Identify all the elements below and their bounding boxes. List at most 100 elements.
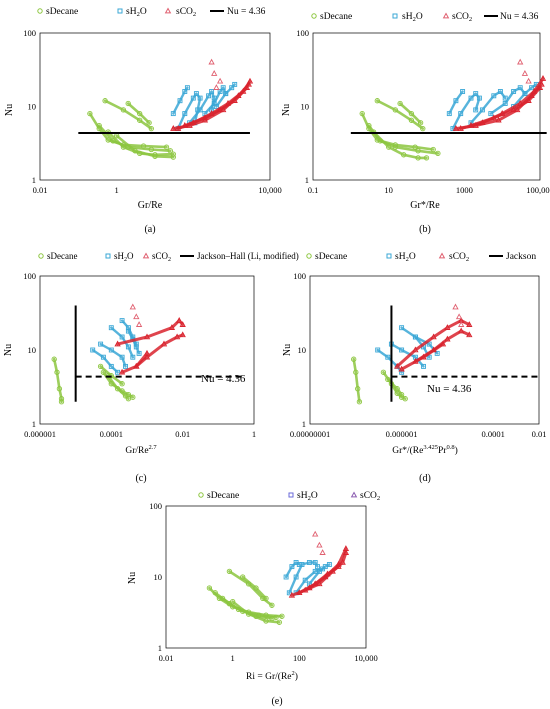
y-axis-label-c: Nu: [3, 344, 14, 356]
series-line-sh2o: [91, 348, 119, 374]
y-tick-label: 100: [296, 28, 309, 38]
series-line-sdecane: [241, 575, 268, 600]
series-line-sdecane: [103, 99, 153, 130]
tick-labels-b: 0.1 10 1000 100,000 1 10 100: [296, 28, 550, 195]
data-point-sco2-outlier: [522, 70, 528, 76]
y-tick-label: 1: [32, 419, 36, 429]
panel-label-d: (d): [419, 473, 431, 484]
x-axis-label-c: Gr/Re2.7: [125, 444, 157, 456]
data-layer-a: [78, 59, 253, 160]
series-line-sh2o: [172, 86, 189, 115]
panel-label-b: (b): [419, 224, 431, 235]
panel-label-c: (c): [135, 473, 146, 484]
legend-c: sDecane sH2O sCO2 Jackson–Hall (Li, modi…: [38, 251, 299, 263]
series-line-sh2o: [127, 329, 141, 355]
data-point-sco2-outlier: [217, 78, 223, 84]
legend-marker-h2o: [105, 253, 111, 259]
data-layer-c: [51, 304, 244, 405]
annotation-nu-c: Nu = 4.36: [201, 373, 246, 385]
legend-label-decane: sDecane: [207, 491, 239, 501]
legend-label-decane: sDecane: [320, 12, 352, 22]
data-layer-d: [351, 304, 539, 405]
y-tick-label: 100: [149, 501, 162, 511]
x-tick-label: 0.000001: [24, 429, 56, 439]
x-tick-label: 10: [384, 185, 393, 195]
series-line-sdecane: [97, 124, 172, 153]
legend-marker-co2: [350, 491, 358, 498]
series-line-sco2: [454, 82, 544, 131]
legend-label-co2: sCO2: [152, 251, 171, 263]
series-line-sdecane: [352, 357, 361, 403]
data-point-sco2-outlier: [316, 542, 323, 548]
x-tick-label: 0.01: [33, 185, 48, 195]
legend-marker-decane: [306, 253, 312, 259]
panel-label-e: (e): [271, 696, 282, 707]
legend-label-decane: sDecane: [315, 252, 347, 262]
legend-label-decane: sDecane: [46, 7, 78, 17]
y-tick-label: 10: [298, 345, 307, 355]
series-line-sh2o: [99, 342, 127, 368]
tick-labels-d: 0.00000001 0.000001 0.0001 0.01 1 10 100: [290, 271, 547, 439]
legend-e: sDecane sH2O sCO2: [198, 491, 380, 502]
series-line-sdecane: [231, 600, 281, 624]
legend-marker-co2: [442, 12, 450, 19]
data-point-sco2-outlier: [456, 313, 462, 320]
x-axis-label-b: Gr*/Re: [410, 200, 440, 211]
y-tick-label: 10: [28, 345, 37, 355]
series-line-sco2: [400, 342, 445, 371]
series-line-sco2: [171, 82, 251, 131]
x-tick-label: 0.000001: [386, 429, 418, 439]
plot-frame-b: [312, 32, 541, 181]
legend-b: sDecane sH2O sCO2 Nu = 4.36: [311, 12, 539, 23]
legend-d: sDecane sH2O sCO2 Jackson: [306, 252, 536, 263]
series-line-sdecane: [52, 357, 63, 403]
data-point-sco2-outlier: [452, 304, 459, 310]
data-point-sco2-outlier: [136, 321, 142, 327]
panel-a: sDecane sH2O sCO2 Nu = 4.36 0.01 1 10,0001…: [4, 7, 282, 235]
series-line-sdecane: [376, 99, 425, 130]
x-tick-label: 1: [115, 185, 119, 195]
y-tick-label: 100: [293, 271, 306, 281]
panel-label-a: (a): [144, 224, 155, 235]
series-line-sdecane: [398, 102, 422, 125]
legend-marker-co2: [142, 252, 150, 259]
legend-marker-decane: [37, 8, 43, 14]
legend-marker-h2o: [386, 253, 392, 259]
series-line-sh2o: [400, 326, 431, 359]
series-line-sh2o: [376, 348, 403, 374]
series-line-sco2: [120, 351, 149, 374]
data-point-sco2-outlier: [517, 59, 524, 65]
x-tick-label: 10,000: [354, 653, 377, 663]
x-axis-label-a: Gr/Re: [138, 200, 163, 211]
plot-frame-c: [39, 275, 255, 425]
legend-label-h2o: sH2O: [297, 491, 318, 502]
data-point-sco2-outlier: [213, 84, 220, 90]
series-line-sdecane: [126, 102, 151, 125]
legend-label-ref: Nu = 4.36: [500, 12, 539, 22]
legend-label-co2: sCO2: [360, 491, 380, 502]
panel-c: sDecane sH2O sCO2 Jackson–Hall (Li, modi…: [3, 251, 299, 484]
data-point-sco2-outlier: [133, 313, 140, 320]
y-axis-label-e: Nu: [127, 572, 138, 584]
data-point-sco2-outlier: [211, 70, 218, 76]
y-tick-label: 1: [158, 643, 162, 653]
x-tick-label: 10,000: [258, 185, 281, 195]
legend-marker-co2: [438, 252, 446, 259]
legend-label-h2o: sH2O: [114, 251, 134, 263]
x-axis-label-e: Ri = Gr/(Re2): [246, 670, 298, 682]
series-line-sh2o: [390, 342, 425, 368]
x-tick-label: 100: [293, 653, 306, 663]
series-line-sdecane: [88, 112, 168, 149]
series-line-sdecane: [372, 130, 428, 160]
series-line-sdecane: [102, 371, 135, 399]
legend-marker-h2o: [288, 492, 294, 498]
legend-marker-co2: [164, 7, 172, 14]
data-point-sco2-outlier: [319, 549, 326, 555]
x-tick-label: 0.01: [159, 653, 174, 663]
legend-a: sDecane sH2O sCO2 Nu = 4.36: [37, 7, 266, 18]
legend-marker-decane: [198, 492, 204, 498]
series-line-sco2: [395, 319, 471, 368]
x-tick-label: 1: [231, 653, 235, 663]
